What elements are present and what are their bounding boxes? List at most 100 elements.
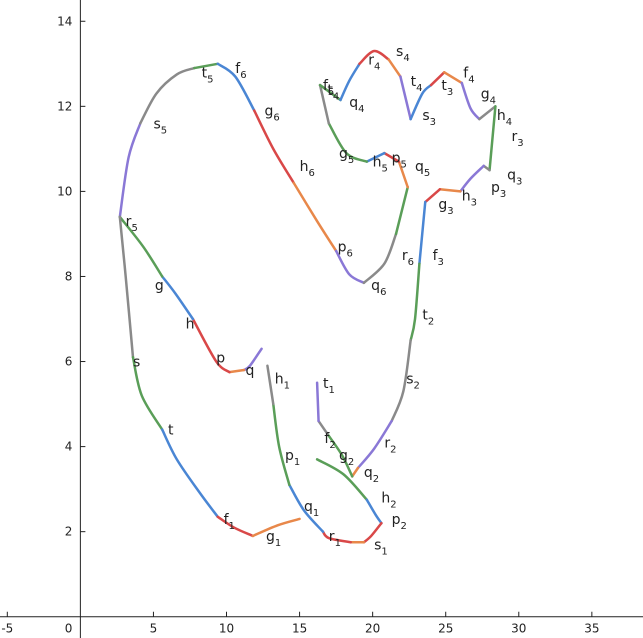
point-label: g3 — [438, 197, 453, 217]
point-label-subscript: 5 — [401, 159, 407, 170]
curve-segment — [272, 402, 291, 487]
point-label: r3 — [511, 129, 523, 149]
point-label: t — [168, 423, 174, 439]
curve-segment — [216, 62, 256, 112]
point-label: r2 — [384, 435, 396, 455]
curve-segment — [118, 215, 135, 359]
point-label: h1 — [275, 372, 290, 392]
point-label-subscript: 3 — [516, 176, 522, 187]
point-label-base: q — [246, 363, 255, 379]
curve-segment — [326, 432, 354, 478]
y-tick-label: 2 — [65, 525, 73, 539]
point-label-base: g — [266, 529, 275, 545]
point-label: q — [246, 363, 255, 379]
point-label: g5 — [339, 146, 354, 166]
point-label-subscript: 1 — [294, 457, 300, 468]
point-label-base: r — [329, 529, 335, 545]
point-label-base: r — [368, 53, 374, 69]
point-label-base: s — [422, 108, 429, 124]
x-tick-label: 5 — [150, 622, 158, 636]
point-label: p3 — [491, 180, 506, 200]
curve-segment — [118, 122, 142, 219]
point-label-subscript: 1 — [284, 381, 290, 392]
point-label: t3 — [441, 78, 453, 98]
point-label-base: t — [422, 308, 428, 324]
point-label: h6 — [300, 159, 315, 179]
curve-segment — [418, 200, 427, 265]
point-label: f5 — [323, 78, 334, 98]
point-label-subscript: 5 — [131, 223, 137, 234]
point-label-subscript: 5 — [207, 74, 213, 85]
point-label: f4 — [463, 65, 474, 85]
point-label: g6 — [265, 104, 280, 124]
x-tick-label: 20 — [365, 622, 380, 636]
point-label-base: q — [304, 499, 313, 515]
point-label: f6 — [235, 61, 246, 81]
point-label-base: r — [126, 214, 132, 230]
x-tick-label: 30 — [511, 622, 526, 636]
point-label-subscript: 1 — [275, 538, 281, 549]
point-label-subscript: 6 — [240, 70, 246, 81]
y-tick-label: 10 — [57, 184, 72, 198]
point-label: t4 — [327, 82, 339, 102]
point-label-base: t — [168, 423, 174, 439]
point-label-base: q — [349, 95, 358, 111]
x-tick-label: 15 — [292, 622, 307, 636]
point-label-base: f — [224, 512, 230, 528]
curve-segment — [409, 83, 433, 121]
point-label-base: h — [275, 372, 284, 388]
point-label: p6 — [338, 240, 353, 260]
curve-segment — [266, 364, 275, 406]
point-label: f3 — [433, 248, 444, 268]
point-label-base: f — [235, 61, 241, 77]
point-label: f2 — [324, 431, 335, 451]
curve-segment — [399, 75, 412, 121]
curve-segment — [228, 368, 246, 374]
point-label-base: s — [396, 44, 403, 60]
point-label-base: r — [402, 248, 408, 264]
point-label: h — [186, 316, 195, 332]
point-label-base: q — [507, 167, 516, 183]
point-label: q5 — [415, 159, 430, 179]
point-label-subscript: 1 — [313, 508, 319, 519]
point-label-base: h — [497, 108, 506, 124]
point-label-subscript: 6 — [408, 257, 414, 268]
point-label: t1 — [323, 376, 335, 396]
point-label: h5 — [373, 155, 388, 175]
point-label: g2 — [339, 448, 354, 468]
curve-segment — [253, 109, 295, 185]
point-label-base: f — [463, 65, 469, 81]
point-label: t2 — [422, 308, 434, 328]
curve-segment — [459, 164, 485, 193]
curve-segment — [387, 58, 402, 78]
point-label-subscript: 1 — [381, 546, 387, 557]
point-label-base: t — [441, 78, 447, 94]
curve-segment — [315, 381, 320, 423]
point-label-subscript: 6 — [346, 249, 352, 260]
point-label-subscript: 3 — [430, 117, 436, 128]
point-label-subscript: 4 — [403, 53, 409, 64]
point-label-base: h — [300, 159, 309, 175]
x-tick-label: 10 — [219, 622, 234, 636]
curve-segment — [383, 151, 401, 163]
point-label: r1 — [329, 529, 341, 549]
curve-segment — [390, 339, 412, 423]
point-label: r5 — [126, 214, 138, 234]
point-label-base: g — [438, 197, 447, 213]
series-curves — [118, 49, 497, 544]
curve-segment — [160, 275, 195, 321]
curve-segment — [429, 71, 446, 87]
point-label: t5 — [202, 65, 214, 85]
point-label-base: h — [462, 189, 471, 205]
point-label-subscript: 3 — [471, 198, 477, 209]
curve-segment — [365, 151, 386, 163]
curve-segment — [362, 521, 383, 544]
point-label-subscript: 2 — [401, 521, 407, 532]
curve-segment — [438, 188, 462, 193]
point-label-base: s — [153, 116, 160, 132]
curve-segment — [318, 83, 331, 125]
point-label-base: h — [373, 155, 382, 171]
point-label-base: g — [339, 146, 348, 162]
point-label-subscript: 4 — [333, 91, 339, 102]
point-label-base: s — [133, 355, 140, 371]
